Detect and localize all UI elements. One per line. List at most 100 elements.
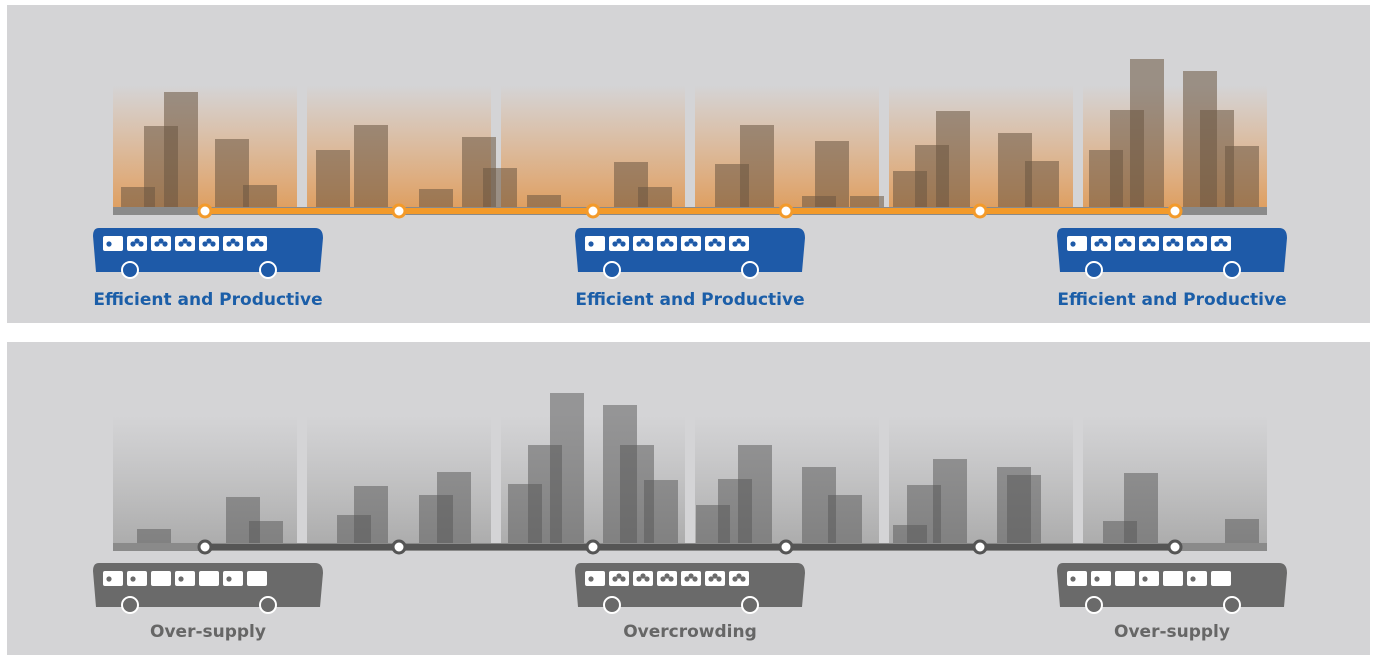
passenger bbox=[258, 241, 264, 247]
passenger bbox=[684, 576, 690, 582]
stop bbox=[1167, 539, 1183, 555]
bus-window bbox=[175, 571, 195, 586]
passenger bbox=[1094, 576, 1100, 582]
passenger bbox=[1198, 241, 1204, 247]
building bbox=[936, 111, 970, 207]
passenger bbox=[616, 238, 622, 244]
passenger bbox=[684, 241, 690, 247]
building bbox=[740, 125, 774, 207]
passenger bbox=[162, 241, 168, 247]
bus-wheel bbox=[1223, 596, 1241, 614]
passenger bbox=[712, 573, 718, 579]
passenger bbox=[1126, 241, 1132, 247]
passenger bbox=[620, 241, 626, 247]
building bbox=[850, 196, 884, 207]
bus-window bbox=[1091, 571, 1111, 586]
building bbox=[1025, 161, 1059, 207]
stop bbox=[391, 203, 407, 219]
bus-window bbox=[103, 571, 123, 586]
passenger bbox=[1194, 238, 1200, 244]
passenger bbox=[178, 241, 184, 247]
bus-label: Overcrowding bbox=[623, 622, 757, 642]
stop bbox=[972, 539, 988, 555]
bus-window bbox=[585, 571, 605, 586]
bus-label: Efficient and Productive bbox=[575, 290, 804, 310]
bus-wheel bbox=[259, 261, 277, 279]
bus-label: Over-supply bbox=[150, 622, 266, 642]
bus-window bbox=[199, 571, 219, 586]
passenger bbox=[736, 238, 742, 244]
passenger bbox=[612, 241, 618, 247]
passenger bbox=[106, 241, 112, 247]
passenger bbox=[158, 238, 164, 244]
passenger bbox=[616, 573, 622, 579]
passenger bbox=[716, 241, 722, 247]
passenger bbox=[1166, 241, 1172, 247]
passenger bbox=[1170, 238, 1176, 244]
passenger bbox=[130, 576, 136, 582]
passenger bbox=[1102, 241, 1108, 247]
building bbox=[1225, 146, 1259, 207]
bus-window bbox=[151, 571, 171, 586]
passenger bbox=[234, 241, 240, 247]
passenger bbox=[1142, 241, 1148, 247]
bus-window bbox=[103, 236, 123, 251]
bus-wheel bbox=[1085, 596, 1103, 614]
passenger bbox=[138, 241, 144, 247]
passenger bbox=[1118, 241, 1124, 247]
passenger bbox=[612, 576, 618, 582]
passenger bbox=[1122, 238, 1128, 244]
passenger bbox=[668, 576, 674, 582]
passenger bbox=[226, 241, 232, 247]
bus-window bbox=[223, 571, 243, 586]
passenger bbox=[640, 238, 646, 244]
stop bbox=[585, 203, 601, 219]
passenger bbox=[254, 238, 260, 244]
passenger bbox=[230, 238, 236, 244]
panel-content: Efficient and Productive Efficient and Pr… bbox=[93, 59, 1287, 310]
passenger bbox=[712, 238, 718, 244]
building bbox=[316, 150, 350, 207]
passenger bbox=[1070, 576, 1076, 582]
passenger bbox=[664, 238, 670, 244]
passenger bbox=[660, 576, 666, 582]
stop bbox=[778, 539, 794, 555]
building bbox=[437, 472, 471, 543]
building bbox=[933, 459, 967, 543]
bus-window bbox=[1115, 571, 1135, 586]
bus-window bbox=[585, 236, 605, 251]
bus-wheel bbox=[121, 261, 139, 279]
passenger bbox=[708, 241, 714, 247]
stop bbox=[197, 539, 213, 555]
bus-window bbox=[1211, 571, 1231, 586]
passenger bbox=[154, 241, 160, 247]
bus-window bbox=[247, 571, 267, 586]
passenger bbox=[732, 241, 738, 247]
passenger bbox=[732, 576, 738, 582]
passenger bbox=[1214, 241, 1220, 247]
bus-window bbox=[1067, 236, 1087, 251]
passenger bbox=[1098, 238, 1104, 244]
building bbox=[550, 393, 584, 543]
building bbox=[527, 195, 561, 207]
passenger bbox=[178, 576, 184, 582]
passenger bbox=[1190, 241, 1196, 247]
passenger bbox=[210, 241, 216, 247]
passenger bbox=[644, 576, 650, 582]
building bbox=[354, 125, 388, 207]
passenger bbox=[688, 573, 694, 579]
passenger bbox=[588, 576, 594, 582]
bus-wheel bbox=[259, 596, 277, 614]
building bbox=[164, 92, 198, 207]
building bbox=[644, 480, 678, 543]
passenger bbox=[134, 238, 140, 244]
passenger bbox=[688, 238, 694, 244]
passenger bbox=[182, 238, 188, 244]
passenger bbox=[1146, 238, 1152, 244]
building bbox=[1225, 519, 1259, 543]
building bbox=[828, 495, 862, 543]
stop bbox=[972, 203, 988, 219]
building bbox=[1007, 475, 1041, 543]
passenger bbox=[736, 573, 742, 579]
passenger bbox=[1142, 576, 1148, 582]
